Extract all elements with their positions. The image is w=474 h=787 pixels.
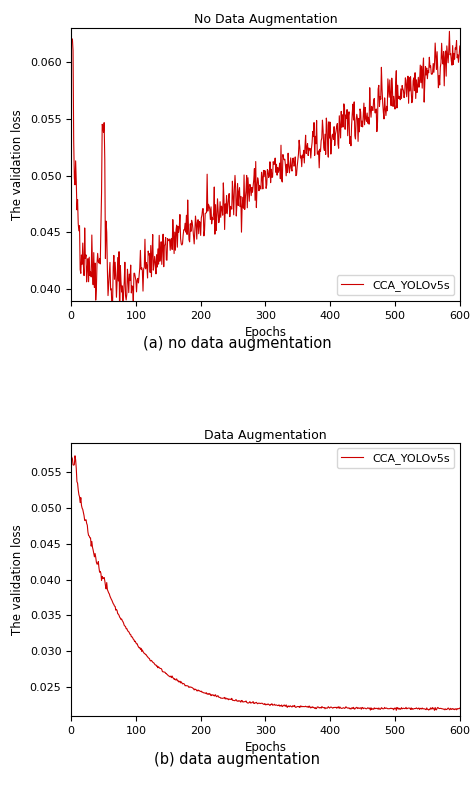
X-axis label: Epochs: Epochs xyxy=(245,326,286,339)
Title: No Data Augmentation: No Data Augmentation xyxy=(193,13,337,27)
Y-axis label: The validation loss: The validation loss xyxy=(11,109,24,220)
Legend: CCA_YOLOv5s: CCA_YOLOv5s xyxy=(337,275,454,295)
CCA_YOLOv5s xyxy=(245,173,251,183)
Line: CCA_YOLOv5s: CCA_YOLOv5s xyxy=(72,31,460,323)
CCA_YOLOv5s xyxy=(72,451,78,460)
CCA_YOLOv5s xyxy=(362,704,367,713)
CCA_YOLOv5s xyxy=(117,318,122,327)
Title: Data Augmentation: Data Augmentation xyxy=(204,429,327,442)
CCA_YOLOv5s xyxy=(138,644,144,653)
X-axis label: Epochs: Epochs xyxy=(245,741,286,755)
CCA_YOLOv5s xyxy=(457,704,463,713)
CCA_YOLOv5s xyxy=(69,36,74,46)
CCA_YOLOv5s xyxy=(328,703,334,712)
CCA_YOLOv5s xyxy=(393,706,399,715)
CCA_YOLOv5s xyxy=(169,671,175,681)
Line: CCA_YOLOv5s: CCA_YOLOv5s xyxy=(72,456,460,711)
CCA_YOLOv5s xyxy=(69,453,74,462)
CCA_YOLOv5s xyxy=(362,120,367,130)
CCA_YOLOv5s xyxy=(169,245,175,254)
Text: (a) no data augmentation: (a) no data augmentation xyxy=(143,336,331,351)
CCA_YOLOv5s xyxy=(328,138,334,147)
Text: (b) data augmentation: (b) data augmentation xyxy=(154,752,320,767)
CCA_YOLOv5s xyxy=(245,698,251,708)
Y-axis label: The validation loss: The validation loss xyxy=(11,524,24,635)
CCA_YOLOv5s xyxy=(447,27,452,36)
Legend: CCA_YOLOv5s: CCA_YOLOv5s xyxy=(337,449,454,468)
CCA_YOLOv5s xyxy=(298,151,304,161)
CCA_YOLOv5s xyxy=(298,702,304,711)
CCA_YOLOv5s xyxy=(457,41,463,50)
CCA_YOLOv5s xyxy=(138,264,144,274)
